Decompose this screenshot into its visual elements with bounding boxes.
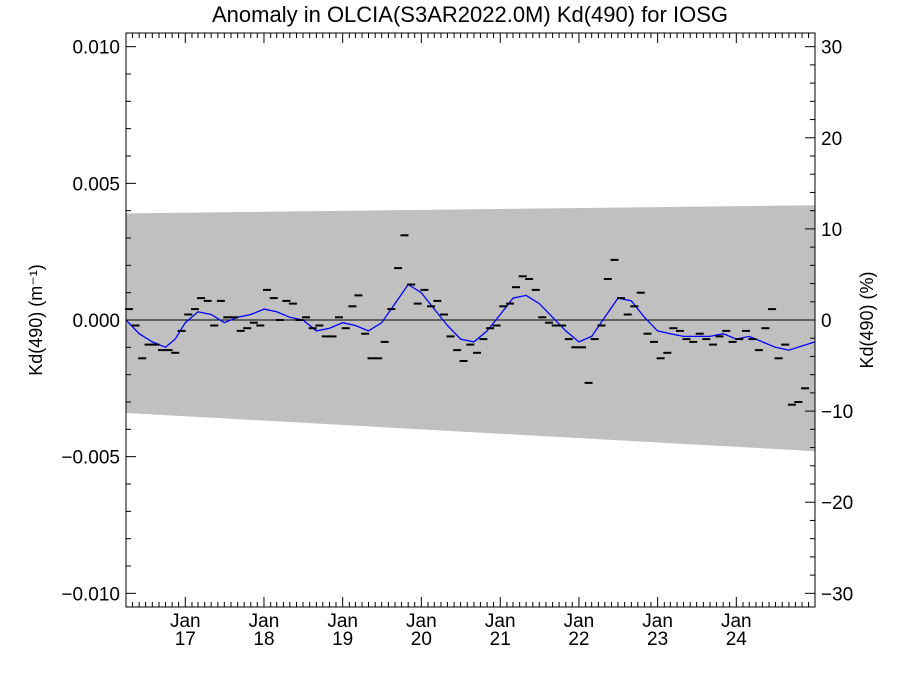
smoothed-line-layer (125, 283, 816, 351)
left-axis-label: Kd(490) (m⁻¹) (26, 264, 46, 376)
left-tick-label-1: 0.005 (72, 174, 120, 195)
right-axis-label: Kd(490) (%) (857, 271, 877, 368)
left-tick-label-0: 0.010 (72, 38, 120, 59)
x-tick-year-6: 23 (647, 629, 668, 650)
x-tick-year-7: 24 (726, 629, 748, 650)
x-tick-month-2: Jan (327, 611, 358, 632)
right-y-axis: 30 20 10 0 −10 −20 −30 (805, 38, 853, 605)
x-tick-month-0: Jan (170, 611, 201, 632)
x-tick-year-1: 18 (253, 629, 274, 650)
range-band-layer (126, 205, 815, 452)
right-tick-label-0: 30 (821, 38, 842, 59)
x-tick-year-2: 19 (332, 629, 353, 650)
x-tick-month-4: Jan (485, 611, 516, 632)
x-tick-year-4: 21 (490, 629, 511, 650)
chart-title: Anomaly in OLCIA(S3AR2022.0M) Kd(490) fo… (212, 2, 728, 27)
smoothed-line (125, 283, 816, 351)
x-tick-year-3: 20 (411, 629, 432, 650)
right-tick-label-4: −10 (821, 402, 853, 423)
x-tick-month-6: Jan (642, 611, 673, 632)
right-tick-label-1: 20 (821, 129, 842, 150)
left-tick-label-2: 0.000 (72, 311, 120, 332)
right-tick-label-3: 0 (821, 311, 832, 332)
monthly-anomaly-points (125, 234, 810, 406)
range-band (126, 205, 815, 452)
x-tick-month-7: Jan (721, 611, 752, 632)
right-tick-label-6: −30 (821, 584, 853, 605)
left-tick-label-3: −0.005 (61, 448, 120, 469)
x-tick-year-0: 17 (175, 629, 196, 650)
right-tick-label-5: −20 (821, 493, 853, 514)
right-tick-label-2: 10 (821, 220, 842, 241)
x-tick-year-5: 22 (568, 629, 589, 650)
x-tick-month-5: Jan (564, 611, 595, 632)
x-tick-month-1: Jan (249, 611, 280, 632)
left-y-axis: 0.010 0.005 0.000 −0.005 −0.010 (61, 38, 136, 605)
left-tick-label-4: −0.010 (61, 584, 120, 605)
x-tick-month-3: Jan (406, 611, 437, 632)
